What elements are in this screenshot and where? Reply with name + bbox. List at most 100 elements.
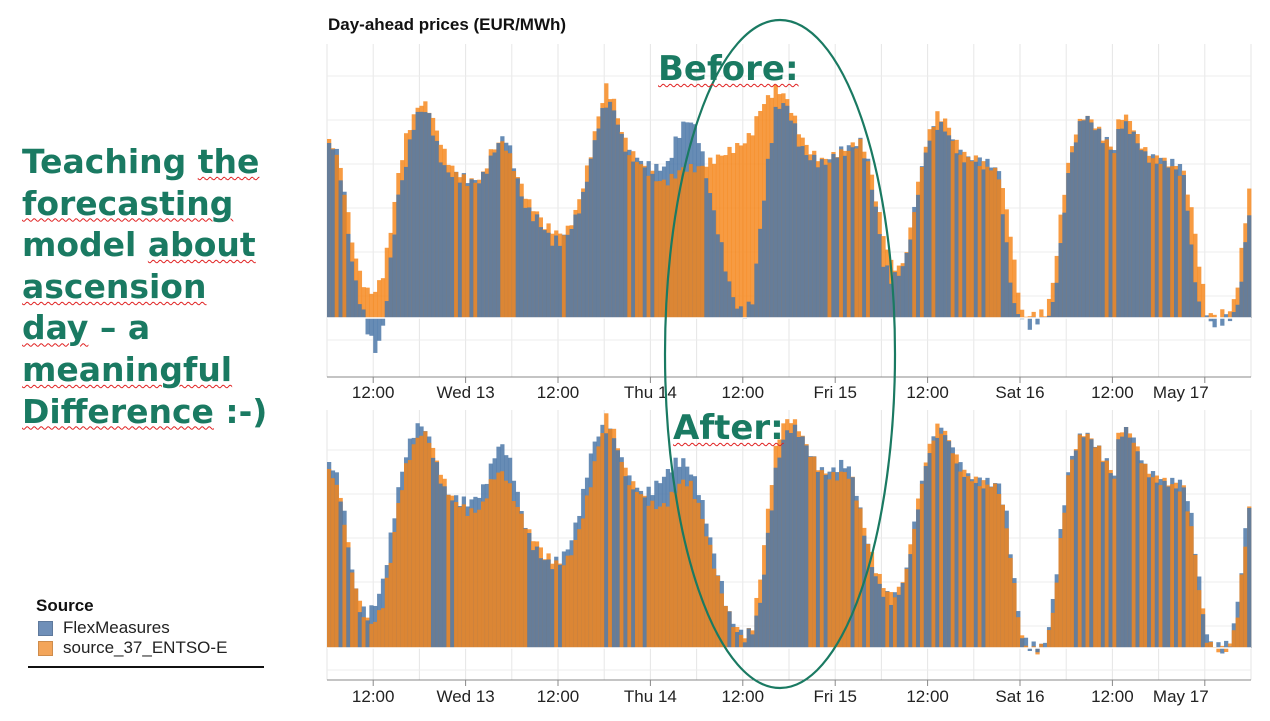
- bar-flexmeasures: [758, 228, 763, 318]
- bar-entsoe: [388, 562, 393, 648]
- bar-flexmeasures: [546, 559, 551, 648]
- bar-entsoe: [1193, 233, 1198, 318]
- bar-entsoe: [573, 539, 578, 648]
- bar-flexmeasures: [592, 140, 597, 318]
- bar-flexmeasures: [430, 457, 436, 648]
- bar-entsoe: [1158, 163, 1163, 318]
- bar-flexmeasures: [773, 467, 778, 648]
- bar-entsoe: [1058, 538, 1063, 648]
- bar-entsoe: [1016, 617, 1021, 648]
- x-tick-label: Fri 15: [813, 687, 856, 706]
- bar-entsoe: [577, 529, 582, 648]
- bar-flexmeasures: [1212, 318, 1217, 328]
- bar-flexmeasures: [615, 124, 620, 318]
- bar-flexmeasures: [1123, 426, 1129, 648]
- bar-entsoe: [1097, 445, 1102, 648]
- bar-flexmeasures: [1227, 318, 1233, 322]
- bar-entsoe: [738, 634, 744, 648]
- bar-entsoe: [1227, 311, 1233, 318]
- bar-flexmeasures: [407, 139, 413, 318]
- bar-entsoe: [1158, 485, 1163, 648]
- bar-entsoe: [1046, 298, 1052, 318]
- bar-entsoe: [1054, 582, 1059, 648]
- legend-item-entsoe: source_37_ENTSO-E: [38, 638, 264, 658]
- bar-entsoe: [989, 170, 994, 318]
- bar-entsoe: [866, 544, 871, 648]
- bar-flexmeasures: [916, 509, 921, 648]
- x-tick-label: 12:00: [722, 383, 765, 402]
- bar-entsoe: [380, 608, 386, 648]
- bar-entsoe: [1012, 583, 1017, 648]
- bar-entsoe: [977, 486, 982, 648]
- bar-entsoe: [931, 440, 936, 648]
- bar-flexmeasures: [869, 567, 875, 648]
- bar-entsoe: [1235, 617, 1240, 648]
- bar-flexmeasures: [415, 111, 420, 319]
- slide-title: Teaching the forecasting model about ascens…: [22, 141, 312, 432]
- bar-entsoe: [400, 490, 405, 648]
- bar-flexmeasures: [777, 457, 782, 648]
- bar-flexmeasures: [769, 510, 774, 648]
- bar-flexmeasures: [1243, 242, 1248, 318]
- bar-flexmeasures: [642, 167, 647, 318]
- bar-entsoe: [677, 170, 682, 318]
- bar-entsoe: [1077, 434, 1082, 648]
- bar-flexmeasures: [330, 149, 336, 318]
- bar-entsoe: [411, 444, 416, 648]
- bar-flexmeasures: [704, 178, 709, 318]
- bar-flexmeasures: [380, 318, 386, 326]
- bar-entsoe: [654, 509, 659, 648]
- bar-entsoe: [427, 442, 432, 648]
- title-word: Teaching: [22, 142, 198, 181]
- bar-flexmeasures: [943, 435, 948, 648]
- bar-entsoe: [561, 235, 567, 318]
- bar-flexmeasures: [1120, 436, 1125, 648]
- bar-entsoe: [404, 463, 409, 648]
- bar-flexmeasures: [885, 265, 890, 318]
- bar-flexmeasures: [796, 436, 801, 648]
- bar-flexmeasures: [1123, 121, 1129, 318]
- bar-flexmeasures: [908, 239, 913, 318]
- bar-entsoe: [473, 182, 478, 318]
- bar-flexmeasures: [812, 154, 817, 318]
- bar-flexmeasures: [1231, 312, 1236, 318]
- bar-flexmeasures: [881, 596, 886, 648]
- bar-entsoe: [396, 503, 401, 648]
- bar-flexmeasures: [615, 450, 620, 648]
- bar-flexmeasures: [369, 318, 374, 336]
- bar-flexmeasures: [762, 574, 767, 648]
- bar-flexmeasures: [735, 632, 740, 648]
- bar-flexmeasures: [450, 500, 455, 648]
- bar-entsoe: [1224, 648, 1229, 653]
- bar-entsoe: [481, 501, 486, 648]
- bar-entsoe: [504, 480, 509, 648]
- x-tick-label: 12:00: [1091, 383, 1134, 402]
- bar-entsoe: [584, 495, 590, 648]
- bar-entsoe: [596, 446, 601, 648]
- bar-entsoe: [500, 141, 505, 318]
- bar-flexmeasures: [1147, 162, 1152, 318]
- bar-flexmeasures: [731, 297, 736, 318]
- bar-entsoe: [519, 513, 524, 648]
- bar-flexmeasures: [823, 164, 828, 318]
- bar-entsoe: [507, 483, 513, 648]
- bar-flexmeasures: [1139, 150, 1144, 318]
- bar-entsoe: [1050, 612, 1056, 648]
- bar-entsoe: [330, 478, 336, 648]
- bar-entsoe: [858, 508, 863, 648]
- bar-entsoe: [665, 506, 671, 648]
- bar-flexmeasures: [877, 234, 882, 318]
- bar-flexmeasures: [365, 620, 370, 648]
- bar-flexmeasures: [750, 304, 755, 318]
- bar-flexmeasures: [873, 576, 878, 648]
- bar-flexmeasures: [1197, 301, 1202, 318]
- bar-entsoe: [365, 287, 370, 318]
- bar-entsoe: [692, 172, 697, 318]
- bar-entsoe: [727, 146, 732, 318]
- bar-flexmeasures: [1012, 303, 1017, 318]
- bar-entsoe: [669, 491, 674, 648]
- bar-flexmeasures: [1020, 638, 1025, 648]
- bar-flexmeasures: [608, 101, 613, 318]
- bar-flexmeasures: [900, 582, 905, 648]
- bar-entsoe: [673, 178, 678, 318]
